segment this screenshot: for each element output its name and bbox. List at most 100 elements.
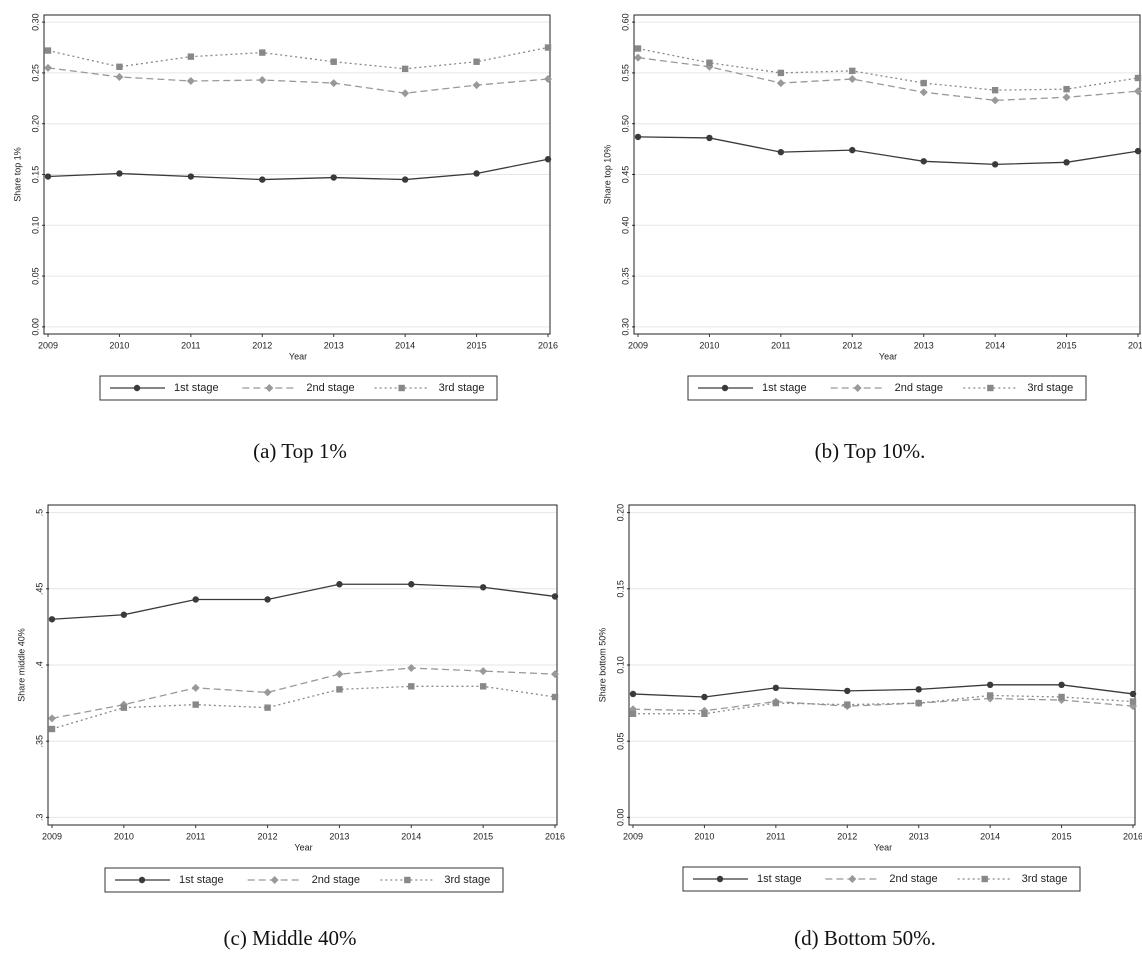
point <box>187 53 195 60</box>
legend-box <box>687 375 1087 401</box>
y-tick-label: 0.30 <box>620 318 630 336</box>
point <box>772 699 780 707</box>
point <box>701 693 708 701</box>
y-tick-label: 0.45 <box>620 166 630 184</box>
x-tick-label: 2014 <box>985 340 1005 350</box>
x-tick-label: 2010 <box>109 340 129 350</box>
legend-label: 1st stage <box>179 874 224 886</box>
y-tick-label: 0.20 <box>30 115 40 133</box>
y-tick-label: 0.10 <box>30 217 40 235</box>
x-tick-label: 2012 <box>842 340 862 350</box>
point <box>115 72 124 81</box>
y-axis-title: Share top 1% <box>12 147 22 202</box>
plot-frame <box>43 14 551 335</box>
legend-marker <box>398 384 405 392</box>
series-line <box>637 57 1139 101</box>
x-tick-label: 2011 <box>181 340 200 350</box>
point <box>192 701 199 708</box>
plot-frame <box>47 504 558 826</box>
point <box>330 58 337 65</box>
point <box>919 88 928 97</box>
y-tick-label: .4 <box>34 661 44 669</box>
point <box>849 146 856 154</box>
y-tick-label: 0.25 <box>30 64 40 82</box>
legend-marker <box>716 875 724 883</box>
x-tick-label: 2016 <box>538 340 558 350</box>
y-tick-label: 0.05 <box>615 732 625 750</box>
point <box>986 692 994 699</box>
series-line <box>51 667 556 719</box>
y-tick-label: 0.05 <box>30 267 40 285</box>
legend-label: 3rd stage <box>1022 873 1068 885</box>
point <box>408 683 415 690</box>
x-tick-label: 2015 <box>467 340 487 350</box>
series-line <box>637 136 1139 165</box>
point <box>192 596 199 603</box>
point <box>544 156 552 163</box>
point <box>401 65 409 73</box>
legend-box <box>104 867 504 893</box>
point <box>1134 74 1142 82</box>
point <box>116 170 123 177</box>
point <box>259 49 266 56</box>
series-line <box>637 47 1139 91</box>
series-line <box>51 583 556 620</box>
point <box>844 701 851 708</box>
point <box>44 63 52 72</box>
x-tick-label: 2011 <box>186 831 205 841</box>
point <box>701 710 708 717</box>
x-tick-label: 2014 <box>395 340 415 350</box>
point <box>544 44 552 51</box>
legend-label: 2nd stage <box>312 874 360 886</box>
point <box>706 134 713 142</box>
x-tick-label: 2009 <box>42 831 62 841</box>
point <box>772 684 780 692</box>
point <box>48 714 56 723</box>
point <box>634 53 642 62</box>
legend-label: 2nd stage <box>889 873 937 885</box>
point <box>629 710 637 717</box>
x-tick-label: 2014 <box>401 831 421 841</box>
point <box>991 96 1000 105</box>
point <box>551 593 559 600</box>
series-line <box>51 685 556 730</box>
legend-marker <box>138 876 146 884</box>
y-tick-label: 0.00 <box>30 318 40 336</box>
point <box>120 611 128 618</box>
plot-frame <box>633 14 1141 335</box>
point <box>407 664 416 673</box>
y-tick-label: .45 <box>34 583 44 596</box>
x-tick-label: 2011 <box>766 831 785 841</box>
y-tick-label: 0.60 <box>620 13 630 31</box>
point <box>259 176 266 183</box>
series-line <box>632 697 1134 712</box>
y-tick-label: 0.15 <box>30 166 40 184</box>
point <box>330 174 337 181</box>
y-tick-label: .35 <box>34 735 44 748</box>
x-tick-label: 2015 <box>473 831 493 841</box>
point <box>776 79 785 88</box>
legend-marker <box>404 876 411 884</box>
point <box>479 683 487 690</box>
point <box>44 47 52 54</box>
legend-marker <box>848 875 857 883</box>
legend-label: 3rd stage <box>1027 382 1073 394</box>
point <box>264 596 271 603</box>
point <box>263 688 272 697</box>
point <box>1134 87 1142 96</box>
x-tick-label: 2010 <box>694 831 714 841</box>
point <box>1058 693 1065 701</box>
point <box>116 63 123 71</box>
point <box>1134 147 1142 155</box>
point <box>401 176 409 183</box>
series-line <box>47 67 549 94</box>
point <box>401 89 410 98</box>
point <box>408 581 415 588</box>
legend-label: 1st stage <box>762 382 807 394</box>
legend-label: 1st stage <box>174 382 219 394</box>
x-tick-label: 2016 <box>1128 340 1142 350</box>
caption: (d) Bottom 50%. <box>794 926 936 950</box>
caption: (b) Top 10%. <box>815 439 926 463</box>
point <box>551 693 559 701</box>
x-tick-label: 2011 <box>771 340 790 350</box>
